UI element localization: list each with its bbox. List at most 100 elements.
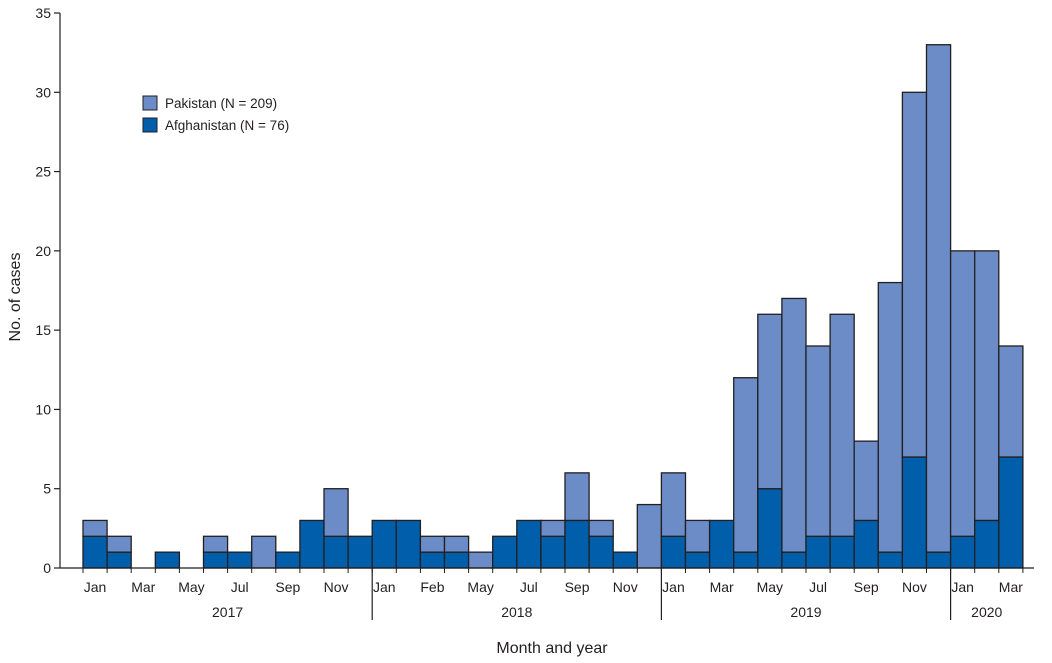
bar-2018-10-afghanistan [588,535,614,569]
bar-2019-09-pakistan [853,440,879,522]
y-tick-label: 35 [35,5,51,21]
bar-2018-11-afghanistan [612,551,638,569]
bar-2017-01-pakistan [82,519,108,537]
bar-2019-10-pakistan [877,281,904,553]
y-tick-label: 10 [35,401,51,417]
legend-label-afghanistan: Afghanistan (N = 76) [165,118,289,133]
x-tick-label: Jan [662,579,685,595]
bar-2018-03-pakistan [419,535,446,553]
bar-2017-11-pakistan [323,488,349,537]
bar-2019-05-pakistan [757,313,783,490]
bar-2019-02-pakistan [684,519,711,553]
bar-2019-09-afghanistan [853,519,879,569]
bar-2017-06-afghanistan [202,551,229,569]
legend-swatch-pakistan [142,95,158,111]
bar-2020-01-pakistan [949,250,976,537]
bar-2018-12-pakistan [636,503,663,569]
x-tick-label: Feb [420,579,444,595]
bar-2017-01-afghanistan [82,535,108,569]
bar-2020-03-afghanistan [998,456,1024,569]
x-tick-label: May [178,579,204,595]
bar-2017-12-afghanistan [347,535,373,569]
bar-2017-06-pakistan [202,535,229,553]
x-tick-label: Mar [710,579,734,595]
bar-2019-07-pakistan [805,345,831,537]
bar-2019-12-afghanistan [925,551,952,569]
bar-2020-03-pakistan [998,345,1024,458]
bar-2018-08-afghanistan [540,535,566,569]
bar-2019-01-afghanistan [660,535,687,569]
x-tick-label: Jan [373,579,396,595]
bar-2019-04-pakistan [733,377,759,553]
x-tick-label: Jan [84,579,107,595]
x-tick-label: Nov [902,579,927,595]
bar-2019-04-afghanistan [733,551,759,569]
bar-2018-04-pakistan [443,535,470,553]
year-label: 2020 [971,604,1002,620]
axes-layer: 0 5 10 15 20 25 30 35 Jan Mar May Jul Sep Nov Jan Feb Ma… [35,5,1034,620]
bar-2019-07-afghanistan [805,535,831,569]
y-tick-label: 0 [43,560,51,576]
y-tick-label: 25 [35,164,51,180]
bar-2019-02-afghanistan [684,551,711,569]
bar-2020-02-afghanistan [974,519,1000,569]
x-tick-label: Sep [854,579,879,595]
bar-2019-12-pakistan [925,44,952,553]
bar-2019-06-pakistan [781,297,807,553]
bar-2019-06-afghanistan [781,551,807,569]
bar-2018-04-afghanistan [443,551,470,569]
bar-2019-11-afghanistan [901,456,928,569]
legend-swatch-afghanistan [142,117,158,133]
y-tick-label: 5 [43,481,51,497]
x-tick-label: Jul [520,579,538,595]
bar-2018-09-afghanistan [564,519,590,569]
bar-2020-01-afghanistan [949,535,976,569]
bar-2019-01-pakistan [660,472,687,537]
y-tick-label: 15 [35,322,51,338]
x-axis-title: Month and year [496,640,608,657]
bar-2018-08-pakistan [540,519,566,537]
x-tick-label: Mar [999,579,1023,595]
bar-2017-09-afghanistan [275,551,301,569]
bar-2019-08-afghanistan [829,535,855,569]
y-tick-label: 30 [35,84,51,100]
y-axis-title: No. of cases [7,253,24,342]
bar-2018-01-afghanistan [371,519,397,569]
year-label: 2017 [212,604,243,620]
x-tick-label: Sep [275,579,300,595]
year-label: 2019 [790,604,821,620]
x-tick-label: Nov [613,579,638,595]
year-label: 2018 [501,604,532,620]
bar-2018-02-afghanistan [395,519,422,569]
y-tick-label: 20 [35,243,51,259]
legend: Pakistan (N = 209) Afghanistan (N = 76) [142,95,289,133]
x-tick-label: May [467,579,493,595]
x-tick-label: Sep [565,579,590,595]
bar-2017-07-afghanistan [226,551,253,569]
x-tick-label: Jul [231,579,249,595]
bar-2019-08-pakistan [829,313,855,537]
bar-2019-10-afghanistan [877,551,904,569]
bar-2017-02-pakistan [106,535,132,553]
bar-2019-05-afghanistan [757,488,783,569]
bar-2017-08-pakistan [251,535,277,569]
x-tick-label: Mar [131,579,155,595]
bar-2017-04-afghanistan [154,551,181,569]
legend-label-pakistan: Pakistan (N = 209) [165,96,277,111]
bars-layer [82,44,1024,569]
x-tick-label: Jul [809,579,827,595]
bar-2018-10-pakistan [588,519,614,537]
x-tick-label: Jan [951,579,974,595]
bar-2019-11-pakistan [901,91,928,458]
bar-2017-11-afghanistan [323,535,349,569]
x-tick-label: May [757,579,783,595]
bar-2019-03-afghanistan [708,519,735,569]
x-tick-label: Nov [324,579,349,595]
bar-2018-06-afghanistan [492,535,518,569]
bar-2018-03-afghanistan [419,551,446,569]
bar-2017-10-afghanistan [299,519,325,569]
bar-2017-02-afghanistan [106,551,132,569]
bar-2018-07-afghanistan [516,519,542,569]
bar-2020-02-pakistan [974,250,1000,522]
